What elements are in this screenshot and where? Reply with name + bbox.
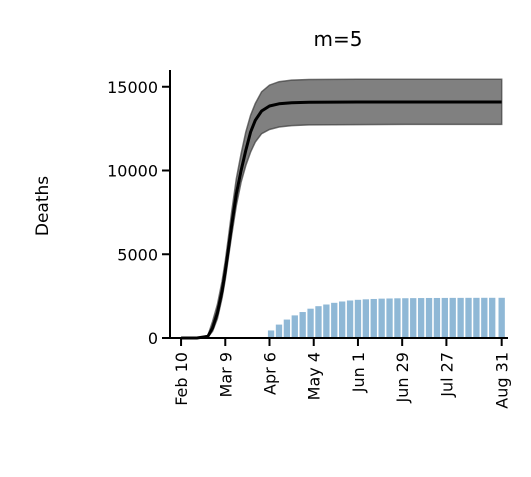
observed-bar [291,315,298,338]
observed-bar [299,312,306,338]
y-tick-label: 5000 [117,245,158,264]
observed-bar [433,297,441,338]
observed-bar [449,297,456,338]
observed-bar [394,298,401,338]
observed-bar [410,298,417,338]
x-tick-label: Aug 31 [493,352,512,409]
x-tick-label: Feb 10 [172,352,191,406]
observed-bar [267,330,275,338]
observed-bars-layer [260,297,505,338]
y-tick-label: 15000 [107,78,158,97]
y-tick-label: 10000 [107,162,158,181]
observed-bar [354,299,362,338]
observed-bar [323,304,330,338]
observed-bar [275,324,283,338]
observed-bar [402,298,409,338]
median-line [181,100,502,340]
x-tick-label: Jul 27 [437,352,456,398]
observed-bar [331,302,338,338]
y-tick-label: 0 [148,329,158,348]
observed-bar [386,298,393,338]
observed-bar [498,297,505,338]
observed-bar [346,300,354,338]
observed-bar [315,306,322,338]
observed-bar [481,297,488,338]
observed-bar [378,298,385,338]
observed-bar [362,299,370,338]
observed-bar [441,297,448,338]
observed-bar [457,297,464,338]
observed-bar [417,298,425,338]
observed-bar [339,301,346,338]
x-ticks: Feb 10 Mar 9 Apr 6 May 4 Jun 1 Jun 29 Jul 27 Au… [172,338,512,409]
observed-bar [370,298,377,338]
observed-bar [425,297,433,338]
median-line-layer [181,100,502,340]
x-tick-label: Jun 1 [349,352,368,393]
y-ticks: 0 5000 10000 15000 [107,78,170,348]
observed-bar [489,297,496,338]
x-tick-label: Jun 29 [393,352,412,403]
x-tick-label: Apr 6 [261,352,280,395]
observed-bar [283,319,291,338]
observed-bar [473,297,480,338]
x-tick-label: Mar 9 [216,352,235,397]
observed-bar [465,297,472,338]
observed-bar [307,308,314,338]
x-tick-label: May 4 [305,352,324,400]
y-axis-label: Deaths [33,176,53,236]
chart-title: m=5 [314,27,363,51]
